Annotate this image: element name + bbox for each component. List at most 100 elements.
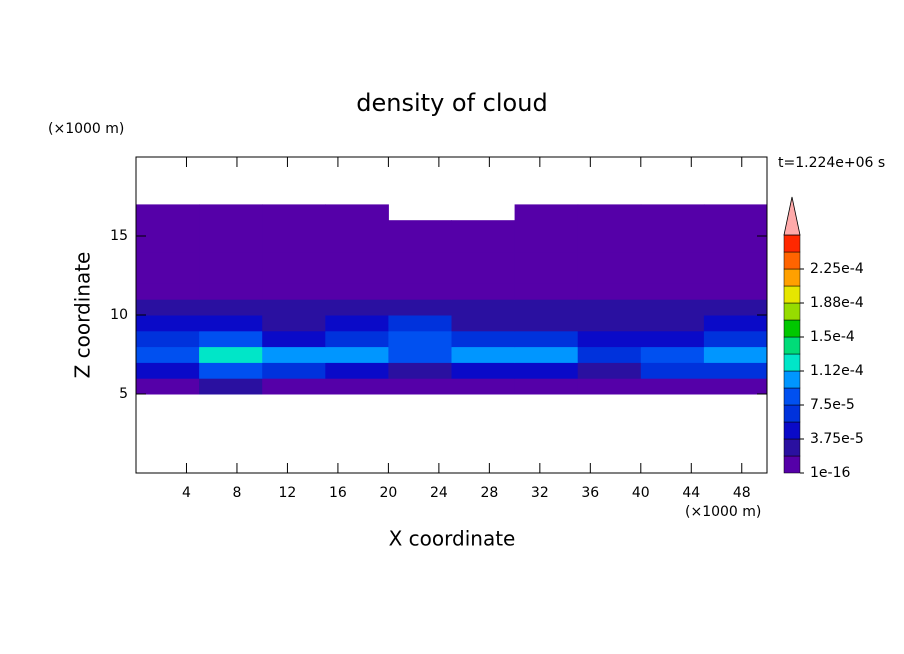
colorbar-band xyxy=(783,268,801,287)
contour-cell xyxy=(577,362,642,379)
contour-cell xyxy=(388,315,452,332)
contour-cell xyxy=(262,299,326,316)
y-tick-label: 5 xyxy=(119,386,128,402)
contour-cell xyxy=(703,267,768,284)
x-tick-label: 32 xyxy=(531,485,549,501)
contour-cell xyxy=(136,378,200,395)
contour-cell xyxy=(640,220,705,237)
contour-cell xyxy=(640,315,705,332)
colorbar-label: 1.88e-4 xyxy=(810,295,864,311)
colorbar-label: 1.5e-4 xyxy=(810,329,855,345)
contour-cell xyxy=(451,362,516,379)
contour-cell xyxy=(199,251,263,269)
contour-cell xyxy=(514,204,579,221)
y-tick-label: 10 xyxy=(110,307,128,323)
contour-cell xyxy=(703,315,768,332)
contour-cell xyxy=(577,220,642,237)
contour-cell xyxy=(388,220,452,237)
contour-cell xyxy=(262,204,326,221)
contour-cell xyxy=(262,236,326,253)
contour-cell xyxy=(388,330,452,348)
contour-cell xyxy=(703,251,768,269)
contour-cell xyxy=(262,362,326,379)
x-tick-label: 28 xyxy=(480,485,498,501)
contour-cell xyxy=(262,267,326,284)
contour-cell xyxy=(262,346,326,363)
contour-cell xyxy=(262,220,326,237)
contour-cell xyxy=(136,299,200,316)
contour-cell xyxy=(640,362,705,379)
x-tick-label: 36 xyxy=(581,485,599,501)
contour-cell xyxy=(577,267,642,284)
contour-cell xyxy=(451,267,516,284)
contour-cell xyxy=(451,251,516,269)
contour-cell xyxy=(640,251,705,269)
contour-cell xyxy=(136,220,200,237)
y-unit: (×1000 m) xyxy=(48,121,124,137)
contour-cell xyxy=(325,220,389,237)
contour-cell xyxy=(703,220,768,237)
contour-cell xyxy=(514,283,579,300)
contour-cell xyxy=(640,330,705,348)
colorbar-band xyxy=(783,455,801,474)
x-tick-label: 20 xyxy=(379,485,397,501)
contour-cell xyxy=(640,236,705,253)
colorbar-band xyxy=(783,319,801,338)
contour-cell xyxy=(514,330,579,348)
contour-cell xyxy=(388,378,452,395)
contour-cell xyxy=(514,346,579,363)
contour-cell xyxy=(514,220,579,237)
contour-cell xyxy=(199,236,263,253)
x-tick-label: 40 xyxy=(632,485,650,501)
contour-cell xyxy=(388,299,452,316)
colorbar-band xyxy=(783,285,801,304)
contour-cell xyxy=(199,299,263,316)
x-tick-label: 12 xyxy=(279,485,297,501)
contour-cell xyxy=(451,378,516,395)
colorbar-extend xyxy=(783,196,801,236)
contour-cell xyxy=(199,220,263,237)
contour-cell xyxy=(325,299,389,316)
contour-cell xyxy=(136,267,200,284)
contour-cell xyxy=(514,362,579,379)
x-tick-label: 44 xyxy=(682,485,700,501)
contour-cell xyxy=(514,315,579,332)
contour-cell xyxy=(451,315,516,332)
colorbar-band xyxy=(783,404,801,423)
contour-cell xyxy=(199,315,263,332)
x-tick-label: 16 xyxy=(329,485,347,501)
contour-cell xyxy=(577,378,642,395)
contour-cell xyxy=(640,346,705,363)
contour-cell xyxy=(577,299,642,316)
contour-cell xyxy=(640,378,705,395)
colorbar-band xyxy=(783,370,801,389)
contour-cell xyxy=(577,283,642,300)
contour-cell xyxy=(514,251,579,269)
contour-cell xyxy=(136,283,200,300)
colorbar-band xyxy=(783,302,801,321)
contour-cell xyxy=(325,204,389,221)
x-tick-label: 4 xyxy=(182,485,191,501)
x-tick-label: 24 xyxy=(430,485,448,501)
y-axis-label: Z coordinate xyxy=(71,252,95,379)
colorbar-band xyxy=(783,336,801,355)
colorbar-band xyxy=(783,438,801,457)
contour-cell xyxy=(577,236,642,253)
contour-cell xyxy=(514,267,579,284)
contour-cell xyxy=(136,251,200,269)
contour-cell xyxy=(325,346,389,363)
contour-cell xyxy=(388,267,452,284)
contour-cell xyxy=(703,283,768,300)
contour-cell xyxy=(136,236,200,253)
contour-cell xyxy=(451,236,516,253)
colorbar-band xyxy=(783,421,801,440)
contour-cell xyxy=(199,346,263,363)
contour-cell xyxy=(388,251,452,269)
colorbar-label: 7.5e-5 xyxy=(810,397,855,413)
contour-cell xyxy=(199,330,263,348)
colorbar-band xyxy=(783,251,801,270)
contour-cell xyxy=(325,236,389,253)
x-axis-label: X coordinate xyxy=(389,527,516,551)
contour-cell xyxy=(577,315,642,332)
contour-cell xyxy=(199,204,263,221)
